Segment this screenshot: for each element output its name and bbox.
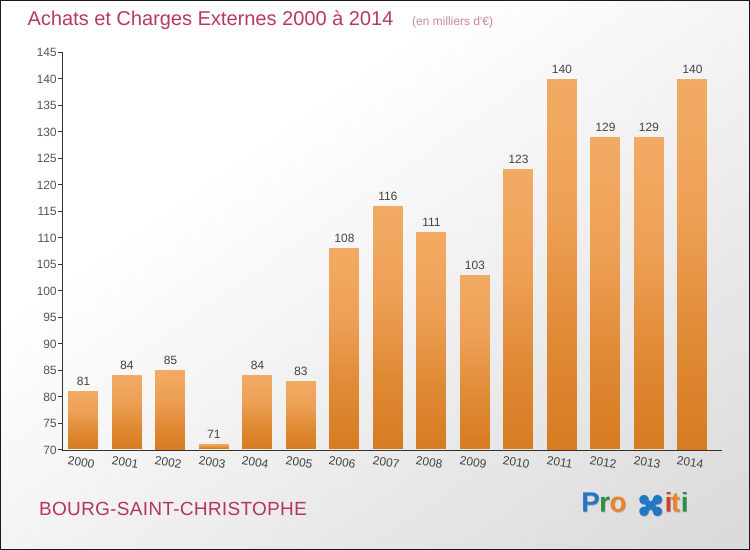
svg-text:o: o <box>609 492 626 517</box>
svg-text:r: r <box>599 492 610 517</box>
svg-text:P: P <box>583 492 600 517</box>
svg-text:i: i <box>681 492 687 517</box>
svg-text:t: t <box>671 492 680 517</box>
